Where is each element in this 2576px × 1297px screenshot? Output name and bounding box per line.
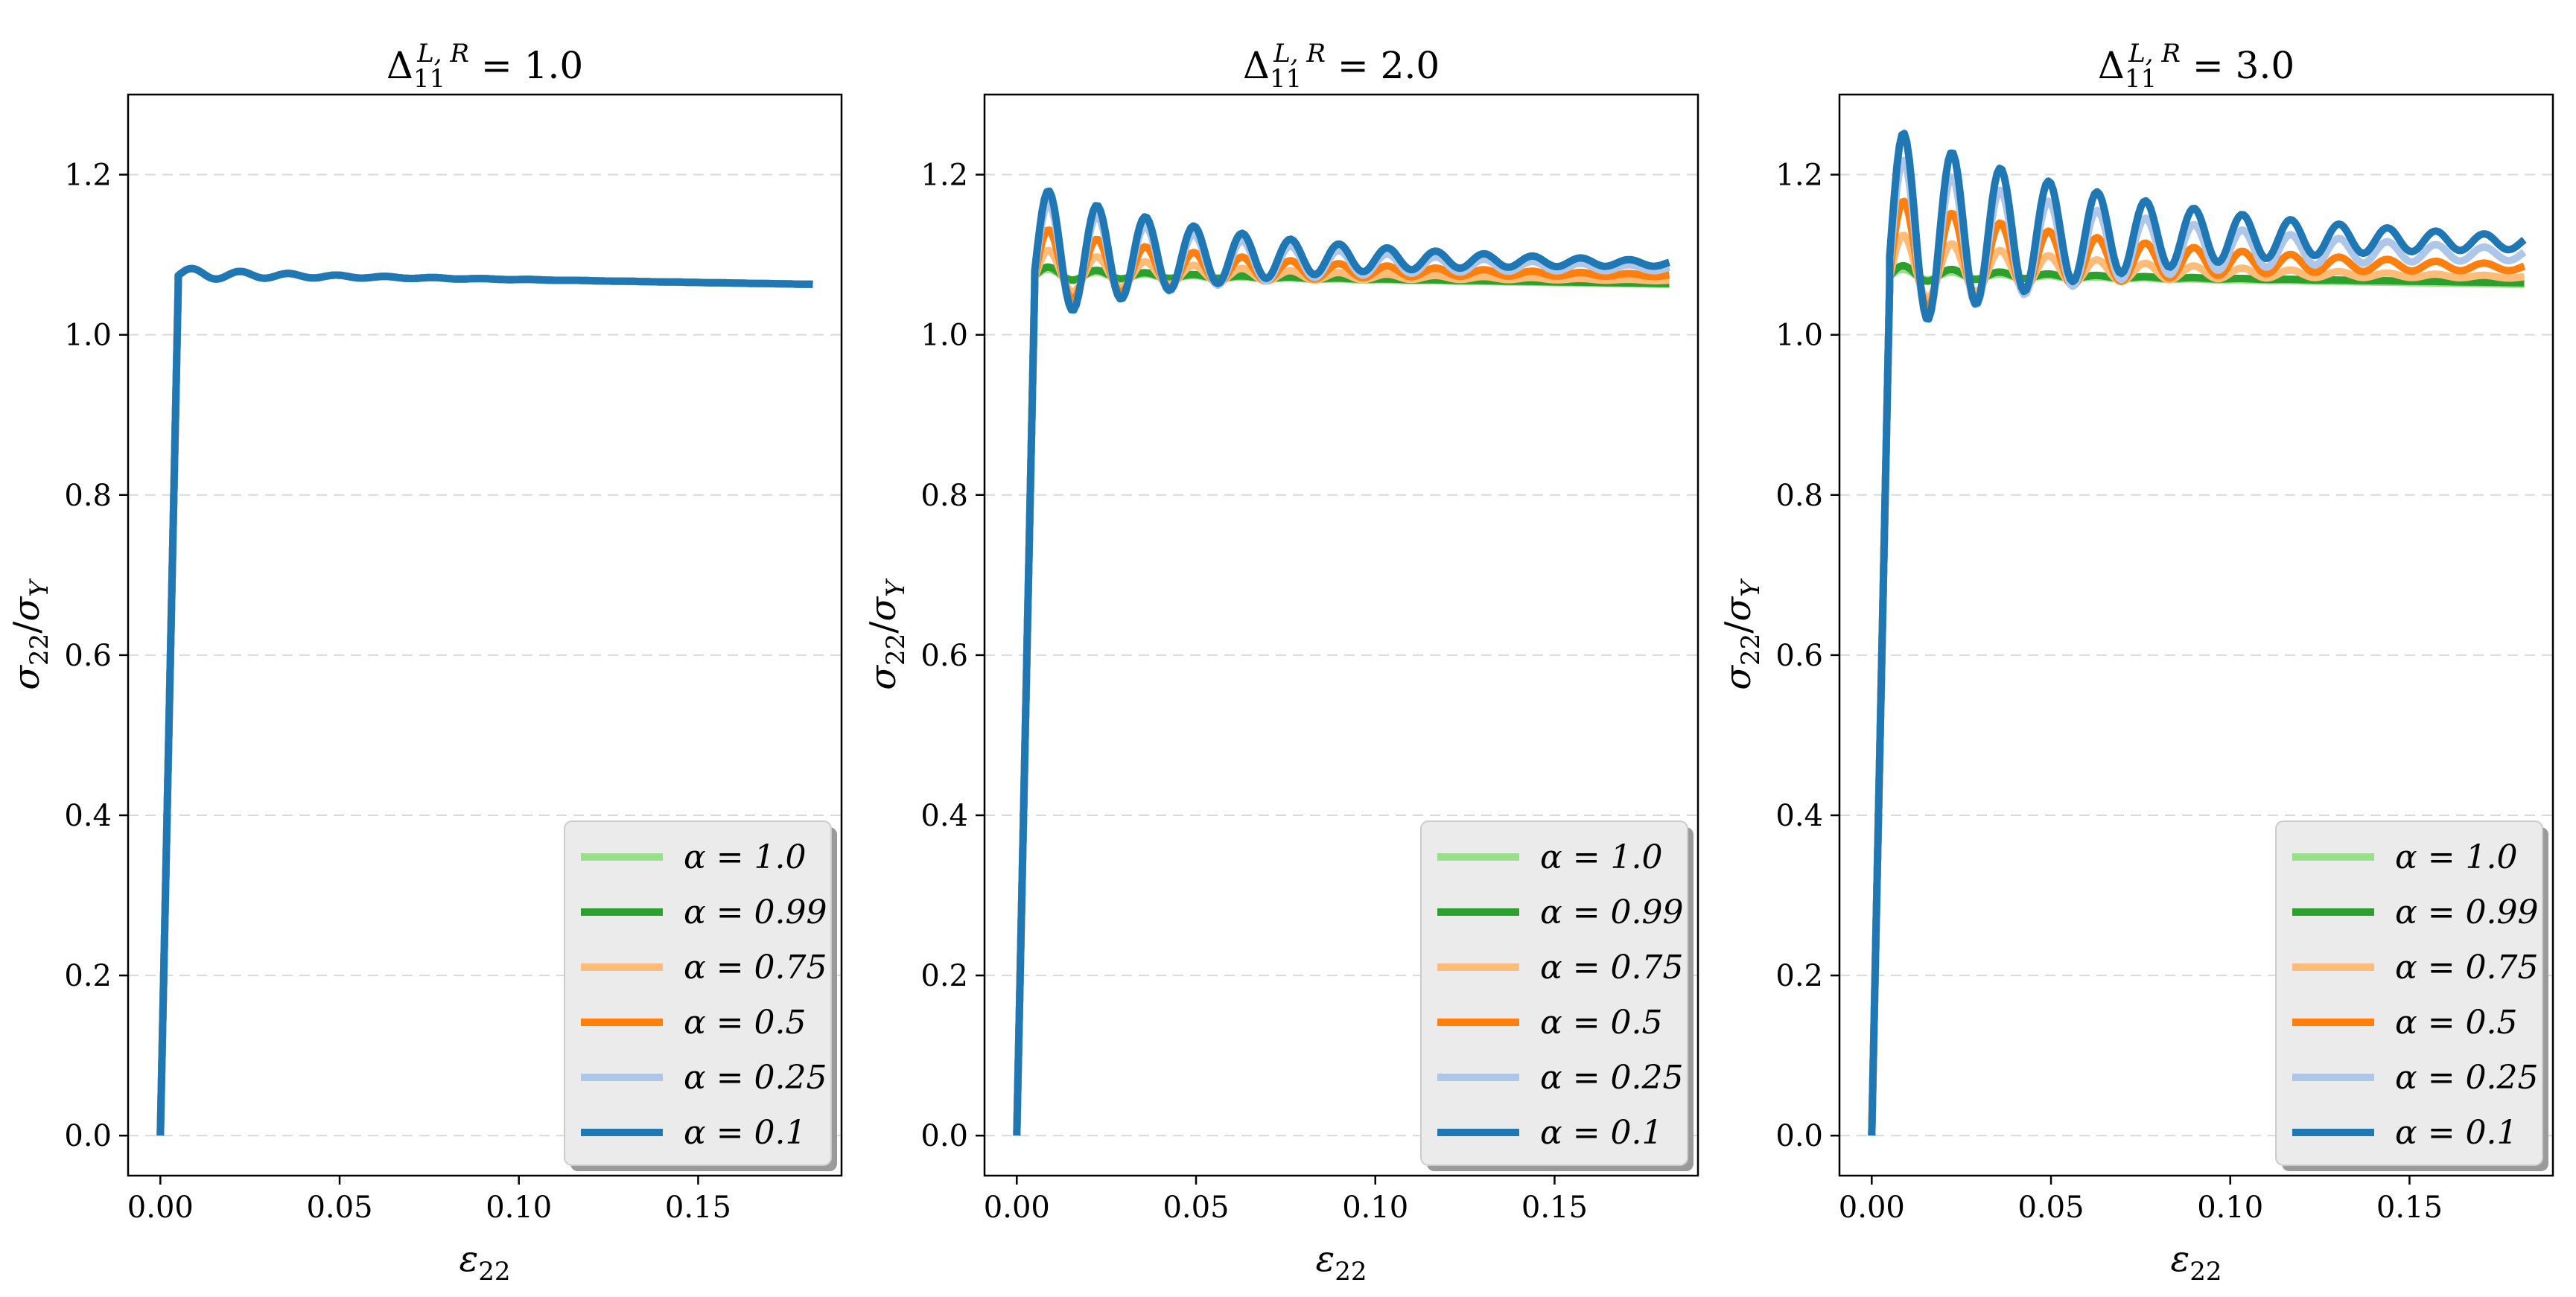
axes-frame — [983, 93, 1699, 1177]
y-tick-label: 0.8 — [920, 479, 968, 513]
legend-label-5: α = 0.25 — [2395, 1059, 2539, 1097]
y-tick-label: 0.8 — [1775, 479, 1823, 513]
x-tick-label: 0.15 — [665, 1191, 731, 1225]
panel-title: Δ11L, R = 1.0 — [387, 39, 583, 94]
legend-label-2: α = 0.99 — [684, 893, 827, 931]
x-axis-label: ε22 — [459, 1238, 510, 1287]
x-tick-label: 0.15 — [1521, 1191, 1588, 1225]
y-axis-label: σ22/σY — [6, 578, 54, 690]
y-tick-label: 1.0 — [920, 319, 968, 353]
x-axis-label: ε22 — [1315, 1238, 1367, 1287]
panel-title: Δ11L, R = 2.0 — [1243, 39, 1440, 94]
y-axis-label: σ22/σY — [862, 578, 911, 690]
axes-frame — [1838, 93, 2554, 1177]
x-tick-label: 0.00 — [984, 1191, 1050, 1225]
legend-label-1: α = 1.0 — [684, 838, 807, 876]
legend-label-3: α = 0.75 — [684, 949, 827, 987]
x-tick-label: 0.05 — [306, 1191, 372, 1225]
panel-3: 0.0 0.2 0.4 0.6 0.8 1.0 1.2 0.00 0.05 0.10 0.15 Δ11… — [1717, 39, 2554, 1287]
y-tick-label: 0.2 — [64, 959, 112, 993]
x-tick-label: 0.00 — [127, 1191, 194, 1225]
legend: α = 1.0 α = 0.99 α = 0.75 α = 0.5 α = 0.25 α … — [1420, 820, 1694, 1171]
y-axis-label: σ22/σY — [1717, 578, 1766, 690]
y-tick-label: 1.2 — [64, 159, 112, 193]
y-tick-label: 1.0 — [64, 319, 112, 353]
axes-frame — [127, 93, 843, 1177]
series-line-6 — [156, 264, 815, 1136]
legend-label-2: α = 0.99 — [2395, 893, 2539, 931]
series-line-6 — [1013, 187, 1671, 1136]
y-tick-label: 1.2 — [1775, 159, 1823, 193]
series-group — [1868, 130, 2527, 1136]
legend-label-3: α = 0.75 — [1540, 949, 1684, 987]
y-tick-label: 1.2 — [920, 159, 968, 193]
series-line-2 — [1868, 262, 2526, 1136]
x-tick-label: 0.00 — [1839, 1191, 1905, 1225]
x-axis-label: ε22 — [2170, 1238, 2222, 1287]
legend-label-5: α = 0.25 — [1540, 1059, 1684, 1097]
legend: α = 1.0 α = 0.99 α = 0.75 α = 0.5 α = 0.25 α … — [2275, 820, 2548, 1171]
y-tick-label: 0.2 — [1775, 959, 1823, 993]
y-tick-label: 0.0 — [64, 1119, 112, 1153]
legend-label-6: α = 0.1 — [684, 1114, 807, 1152]
y-tick-label: 0.4 — [64, 799, 112, 833]
panel-2: 0.0 0.2 0.4 0.6 0.8 1.0 1.2 0.00 0.05 0.10 0.15 Δ11… — [862, 39, 1699, 1287]
series-group — [1013, 187, 1671, 1136]
series-group — [156, 264, 815, 1136]
x-tick-label: 0.10 — [1342, 1191, 1408, 1225]
series-line-6 — [1868, 130, 2527, 1136]
y-tick-label: 0.0 — [920, 1119, 968, 1153]
legend: α = 1.0 α = 0.99 α = 0.75 α = 0.5 α = 0.25 α … — [564, 820, 837, 1171]
x-tick-label: 0.05 — [1163, 1191, 1229, 1225]
panel-title: Δ11L, R = 3.0 — [2098, 39, 2294, 94]
y-tick-label: 0.2 — [920, 959, 968, 993]
legend-label-3: α = 0.75 — [2395, 949, 2539, 987]
legend-label-1: α = 1.0 — [2395, 838, 2518, 876]
x-tick-label: 0.15 — [2376, 1191, 2443, 1225]
legend-label-4: α = 0.5 — [2395, 1004, 2518, 1042]
y-tick-label: 0.4 — [1775, 799, 1823, 833]
y-tick-label: 0.4 — [920, 799, 968, 833]
legend-label-6: α = 0.1 — [1540, 1114, 1663, 1152]
y-tick-label: 0.6 — [920, 639, 968, 673]
legend-label-4: α = 0.5 — [1540, 1004, 1663, 1042]
legend-label-4: α = 0.5 — [684, 1004, 807, 1042]
y-tick-label: 1.0 — [1775, 319, 1823, 353]
y-tick-label: 0.8 — [64, 479, 112, 513]
legend-label-5: α = 0.25 — [684, 1059, 827, 1097]
panel-1: 0.0 0.2 0.4 0.6 0.8 1.0 1.2 0.00 0.05 0.10 0.15 Δ11… — [6, 39, 843, 1287]
x-tick-label: 0.10 — [2197, 1191, 2263, 1225]
y-tick-label: 0.0 — [1775, 1119, 1823, 1153]
y-tick-label: 0.6 — [1775, 639, 1823, 673]
x-tick-label: 0.10 — [486, 1191, 552, 1225]
legend-label-1: α = 1.0 — [1540, 838, 1663, 876]
legend-label-2: α = 0.99 — [1540, 893, 1684, 931]
legend-label-6: α = 0.1 — [2395, 1114, 2518, 1152]
x-tick-label: 0.05 — [2017, 1191, 2084, 1225]
y-tick-label: 0.6 — [64, 639, 112, 673]
